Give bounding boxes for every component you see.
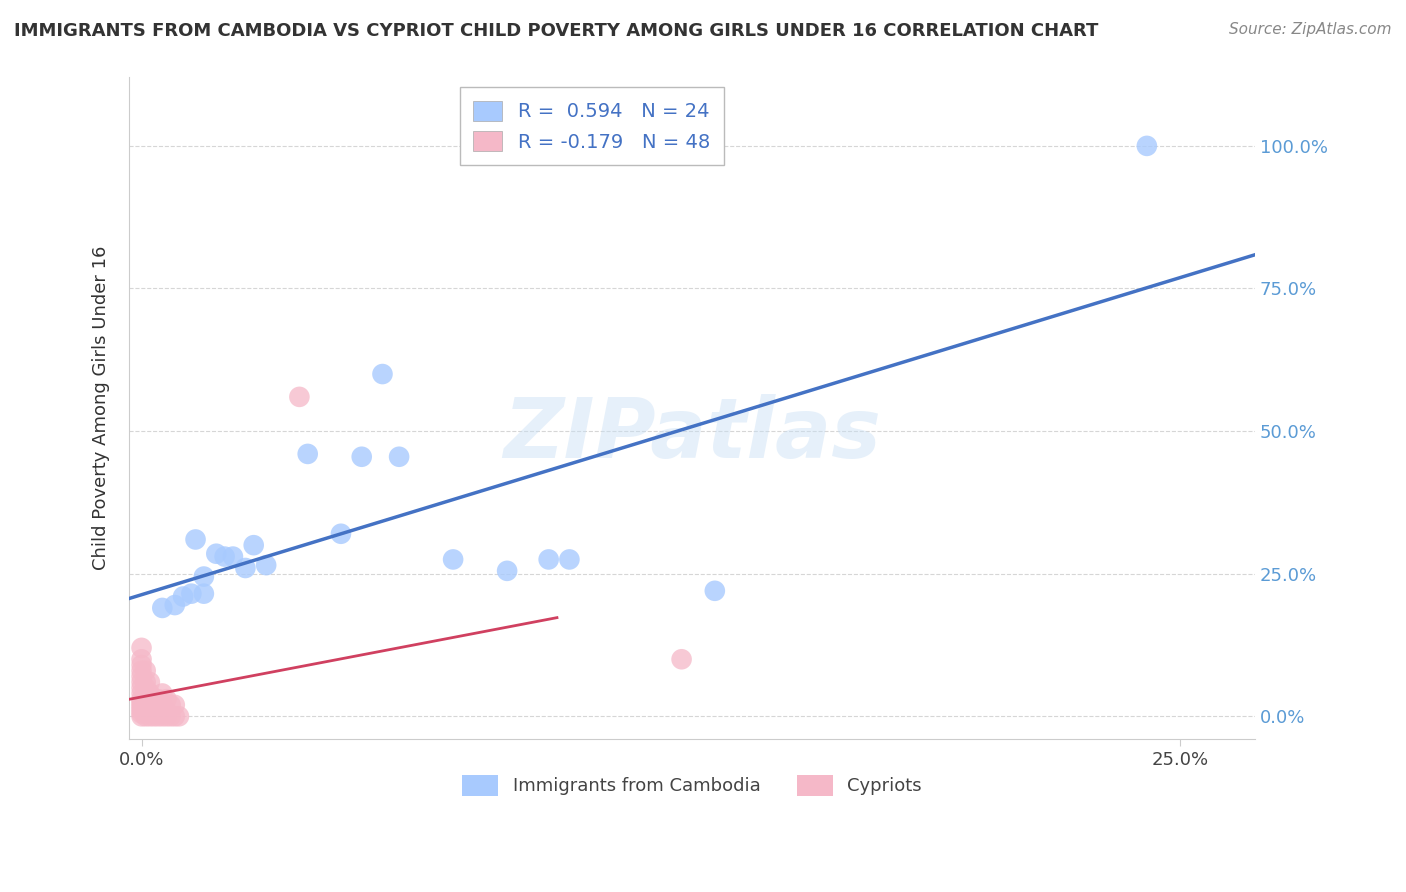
Point [131, 675, 153, 690]
Point [155, 692, 177, 706]
Point [131, 686, 153, 700]
Point [703, 583, 725, 598]
Point [131, 692, 153, 706]
Point [131, 652, 153, 666]
Point [214, 549, 236, 564]
Point [135, 698, 157, 712]
Point [155, 704, 177, 718]
Point [135, 709, 157, 723]
Point [139, 686, 162, 700]
Text: Source: ZipAtlas.com: Source: ZipAtlas.com [1229, 22, 1392, 37]
Point [146, 704, 169, 718]
Point [184, 533, 207, 547]
Point [150, 698, 173, 712]
Point [135, 686, 157, 700]
Point [131, 698, 153, 712]
Point [139, 709, 162, 723]
Point [163, 598, 186, 612]
Point [146, 692, 169, 706]
Point [131, 640, 153, 655]
Point [671, 652, 693, 666]
Point [329, 526, 352, 541]
Point [131, 669, 153, 683]
Point [150, 709, 173, 723]
Point [163, 698, 186, 712]
Point [150, 601, 173, 615]
Point [150, 686, 173, 700]
Point [135, 664, 157, 678]
Point [143, 692, 166, 706]
Point [242, 538, 264, 552]
Point [131, 664, 153, 678]
Point [558, 552, 581, 566]
Point [388, 450, 411, 464]
Point [193, 587, 215, 601]
Point [146, 709, 169, 723]
Point [131, 706, 153, 721]
Y-axis label: Child Poverty Among Girls Under 16: Child Poverty Among Girls Under 16 [93, 246, 110, 571]
Point [139, 704, 162, 718]
Point [193, 569, 215, 583]
Point [135, 681, 157, 695]
Point [135, 675, 157, 690]
Point [139, 675, 162, 690]
Point [180, 587, 202, 601]
Point [135, 704, 157, 718]
Point [135, 692, 157, 706]
Point [163, 709, 186, 723]
Point [254, 558, 277, 573]
Point [131, 681, 153, 695]
Point [131, 695, 153, 709]
Point [205, 547, 228, 561]
Point [155, 709, 177, 723]
Point [1136, 139, 1159, 153]
Point [222, 549, 245, 564]
Text: ZIPatlas: ZIPatlas [503, 394, 882, 475]
Point [288, 390, 311, 404]
Point [131, 657, 153, 672]
Point [131, 709, 153, 723]
Point [159, 698, 181, 712]
Point [139, 698, 162, 712]
Point [371, 367, 394, 381]
Point [167, 709, 190, 723]
Point [297, 447, 319, 461]
Point [143, 709, 166, 723]
Point [150, 704, 173, 718]
Point [143, 704, 166, 718]
Point [441, 552, 464, 566]
Point [235, 561, 257, 575]
Point [131, 704, 153, 718]
Point [537, 552, 560, 566]
Point [159, 709, 181, 723]
Point [350, 450, 373, 464]
Point [172, 590, 194, 604]
Point [496, 564, 519, 578]
Text: IMMIGRANTS FROM CAMBODIA VS CYPRIOT CHILD POVERTY AMONG GIRLS UNDER 16 CORRELATI: IMMIGRANTS FROM CAMBODIA VS CYPRIOT CHIL… [14, 22, 1098, 40]
Legend: Immigrants from Cambodia, Cypriots: Immigrants from Cambodia, Cypriots [456, 768, 929, 803]
Point [131, 700, 153, 714]
